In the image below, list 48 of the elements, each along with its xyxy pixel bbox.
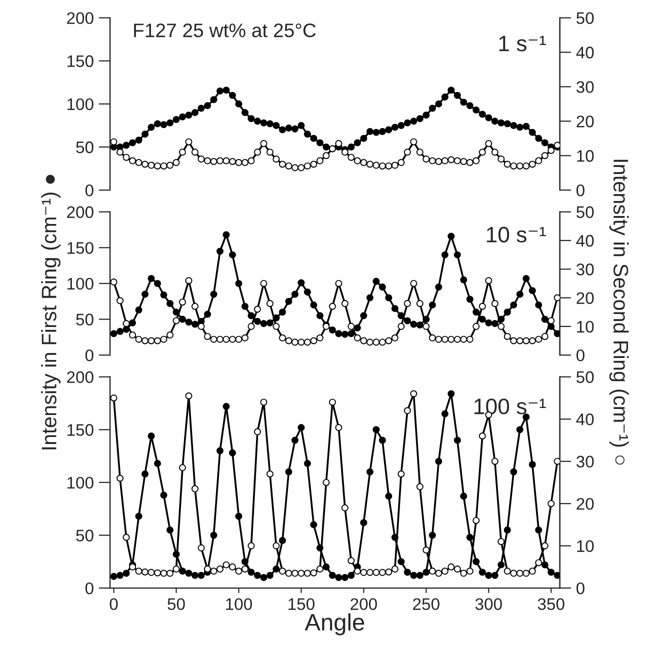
y-tick-label: 200	[67, 206, 94, 218]
y2-tick-label: 20	[576, 116, 594, 128]
annotation: 100 s⁻¹	[474, 398, 546, 414]
x-tick-label: 150	[288, 598, 314, 610]
y2-tick-label: 0	[576, 349, 584, 362]
annotation: 10 s⁻¹	[486, 226, 546, 243]
y2-tick-label: 10	[577, 150, 594, 162]
y2-tick-label: 40	[576, 46, 594, 58]
x-tick-label: 0	[110, 598, 118, 610]
x-tick-label: 300	[475, 598, 502, 610]
y2-tick-label: 50	[576, 12, 594, 24]
y2-tick-label: 30	[576, 456, 594, 468]
x-tick-label: 100	[226, 598, 252, 610]
y-tick-label: 0	[85, 349, 94, 362]
annotation: F127 25 wt% at 25°C	[134, 24, 316, 38]
y2-tick-label: 20	[576, 498, 594, 510]
y-tick-label: 100	[68, 476, 94, 489]
x-axis-title: Angle	[304, 613, 364, 636]
y-tick-label: 150	[68, 424, 94, 436]
y2-axis-title: Intensity in Second Ring (cm⁻¹) ○	[609, 160, 629, 465]
y2-tick-label: 20	[576, 292, 594, 304]
x-tick-label: 350	[538, 598, 564, 610]
y-tick-label: 150	[68, 55, 94, 68]
x-tick-label: 250	[413, 598, 440, 610]
y2-tick-label: 10	[577, 320, 594, 333]
annotation: 1 s⁻¹	[499, 36, 546, 52]
y-tick-label: 200	[67, 12, 94, 24]
y2-tick-label: 50	[576, 371, 594, 384]
y2-tick-label: 10	[577, 540, 594, 552]
y-tick-label: 50	[76, 530, 94, 542]
y-tick-label: 50	[76, 314, 94, 326]
y-tick-label: 200	[67, 371, 94, 384]
y-tick-label: 50	[76, 141, 94, 154]
y2-tick-label: 40	[576, 234, 594, 247]
y2-tick-label: 50	[576, 206, 594, 218]
y-tick-label: 0	[85, 582, 94, 594]
y2-tick-label: 0	[576, 582, 584, 594]
x-tick-label: 50	[168, 598, 185, 610]
y-tick-label: 100	[68, 278, 94, 290]
y2-tick-label: 30	[576, 264, 594, 276]
y2-tick-label: 40	[576, 414, 594, 426]
y-tick-label: 150	[68, 242, 94, 254]
y-axis-title: Intensity in First Ring (cm⁻¹) ●	[41, 174, 61, 450]
x-tick-label: 200	[350, 598, 377, 610]
y-tick-label: 0	[85, 184, 94, 196]
y2-tick-label: 30	[576, 81, 594, 93]
y-tick-label: 100	[68, 98, 94, 110]
y2-tick-label: 0	[576, 184, 584, 196]
